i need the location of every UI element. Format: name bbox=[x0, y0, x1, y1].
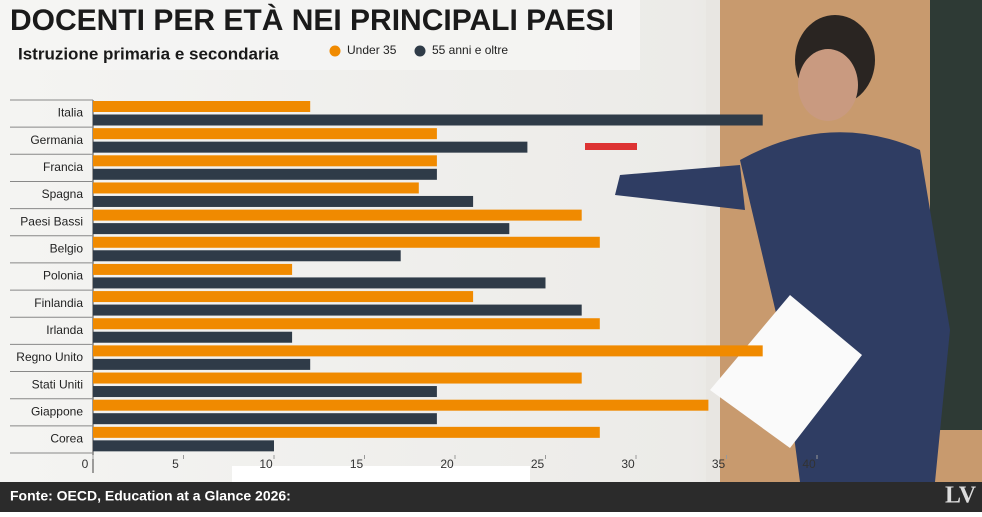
y-tick-label: Finlandia bbox=[34, 296, 83, 310]
chart-title: DOCENTI PER ETÀ NEI PRINCIPALI PAESI bbox=[10, 3, 614, 37]
bar bbox=[93, 263, 293, 275]
y-tick-label: Paesi Bassi bbox=[20, 214, 83, 228]
bar bbox=[93, 440, 274, 452]
bar bbox=[93, 345, 763, 357]
y-tick-label: Polonia bbox=[43, 269, 83, 283]
bar bbox=[93, 291, 474, 303]
legend-label: Under 35 bbox=[347, 43, 397, 57]
bar bbox=[93, 372, 582, 384]
bar bbox=[93, 155, 437, 167]
bar bbox=[93, 195, 474, 207]
bar bbox=[93, 331, 293, 343]
legend-label: 55 anni e oltre bbox=[432, 43, 508, 57]
bar bbox=[93, 101, 311, 112]
logo: LV bbox=[945, 483, 977, 509]
bar bbox=[93, 318, 600, 330]
x-tick-label: 30 bbox=[621, 457, 635, 471]
x-tick-label: 40 bbox=[802, 457, 816, 471]
bar bbox=[93, 358, 311, 370]
y-tick-label: Germania bbox=[30, 133, 83, 147]
bar bbox=[93, 399, 709, 411]
legend-swatch bbox=[414, 45, 426, 57]
chart-subtitle: Istruzione primaria e secondaria bbox=[18, 44, 279, 63]
y-tick-label: Regno Unito bbox=[16, 350, 83, 364]
bar bbox=[93, 413, 437, 425]
x-tick-label: 35 bbox=[712, 457, 726, 471]
x-tick-label: 25 bbox=[531, 457, 545, 471]
bar bbox=[93, 426, 600, 438]
y-tick-label: Belgio bbox=[50, 242, 84, 256]
x-tick-label: 15 bbox=[350, 457, 364, 471]
x-tick-label: 0 bbox=[82, 457, 89, 471]
source: Fonte: OECD, Education at a Glance 2026: bbox=[10, 488, 291, 504]
marker bbox=[585, 143, 637, 150]
y-tick-label: Italia bbox=[58, 106, 84, 120]
y-tick-label: Corea bbox=[50, 432, 83, 446]
bar bbox=[93, 128, 437, 140]
title-backdrop bbox=[0, 0, 640, 70]
y-tick-label: Irlanda bbox=[46, 323, 83, 337]
bar bbox=[93, 209, 582, 221]
y-tick-label: Francia bbox=[43, 160, 83, 174]
footer bbox=[0, 482, 982, 512]
person-face bbox=[798, 49, 858, 121]
bar bbox=[93, 250, 401, 262]
bar bbox=[93, 223, 510, 235]
bar bbox=[93, 236, 600, 248]
bar bbox=[93, 114, 763, 126]
paper bbox=[710, 295, 862, 448]
legend-swatch bbox=[329, 45, 341, 57]
y-tick-label: Stati Uniti bbox=[32, 377, 83, 391]
x-tick-label: 5 bbox=[172, 457, 179, 471]
bar bbox=[93, 277, 546, 289]
person-arm bbox=[615, 165, 745, 210]
bar bbox=[93, 304, 582, 316]
x-tick-label: 10 bbox=[259, 457, 273, 471]
y-tick-label: Spagna bbox=[42, 187, 84, 201]
bar bbox=[93, 141, 528, 153]
x-tick-label: 20 bbox=[440, 457, 454, 471]
label-strip bbox=[232, 466, 530, 482]
bar bbox=[93, 386, 437, 398]
y-tick-label: Giappone bbox=[31, 404, 83, 418]
bar bbox=[93, 168, 437, 180]
bar bbox=[93, 182, 419, 194]
